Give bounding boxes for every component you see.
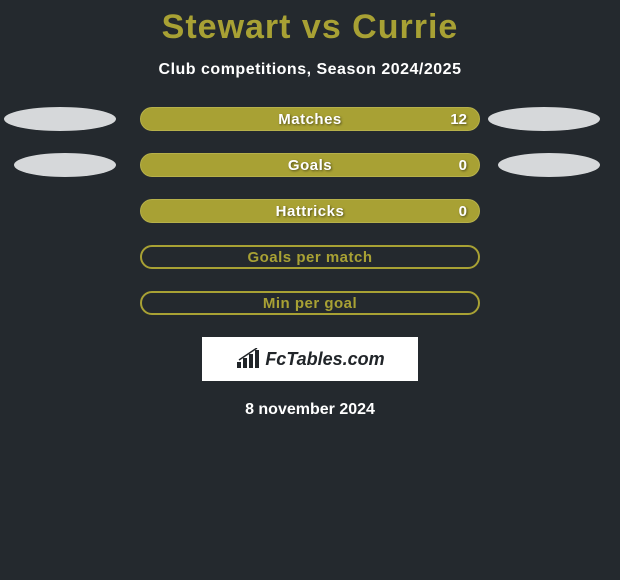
page-title: Stewart vs Currie bbox=[0, 0, 620, 47]
logo-content: FcTables.com bbox=[235, 348, 384, 370]
stat-bar-hattricks: Hattricks 0 bbox=[140, 199, 480, 223]
ellipse-right bbox=[498, 153, 600, 177]
stat-label: Goals per match bbox=[247, 249, 372, 266]
stat-label: Hattricks bbox=[276, 203, 345, 220]
stat-row-goals: Goals 0 bbox=[0, 153, 620, 177]
ellipse-right bbox=[488, 107, 600, 131]
ellipse-left bbox=[4, 107, 116, 131]
stat-row-mpg: Min per goal bbox=[0, 291, 620, 315]
date-text: 8 november 2024 bbox=[0, 401, 620, 419]
chart-icon bbox=[235, 348, 261, 370]
stat-bar-mpg: Min per goal bbox=[140, 291, 480, 315]
stat-label: Matches bbox=[278, 111, 342, 128]
stats-container: Matches 12 Goals 0 Hattricks 0 Goals per… bbox=[0, 107, 620, 315]
stat-row-hattricks: Hattricks 0 bbox=[0, 199, 620, 223]
stat-row-matches: Matches 12 bbox=[0, 107, 620, 131]
stat-bar-matches: Matches 12 bbox=[140, 107, 480, 131]
logo-box[interactable]: FcTables.com bbox=[202, 337, 418, 381]
stat-bar-goals: Goals 0 bbox=[140, 153, 480, 177]
stat-value: 0 bbox=[459, 203, 467, 220]
stat-row-gpm: Goals per match bbox=[0, 245, 620, 269]
subtitle: Club competitions, Season 2024/2025 bbox=[0, 61, 620, 79]
ellipse-left bbox=[14, 153, 116, 177]
logo-text: FcTables.com bbox=[265, 349, 384, 370]
stat-bar-gpm: Goals per match bbox=[140, 245, 480, 269]
stat-label: Min per goal bbox=[263, 295, 357, 312]
stat-label: Goals bbox=[288, 157, 332, 174]
stat-value: 12 bbox=[450, 111, 467, 128]
stat-value: 0 bbox=[459, 157, 467, 174]
